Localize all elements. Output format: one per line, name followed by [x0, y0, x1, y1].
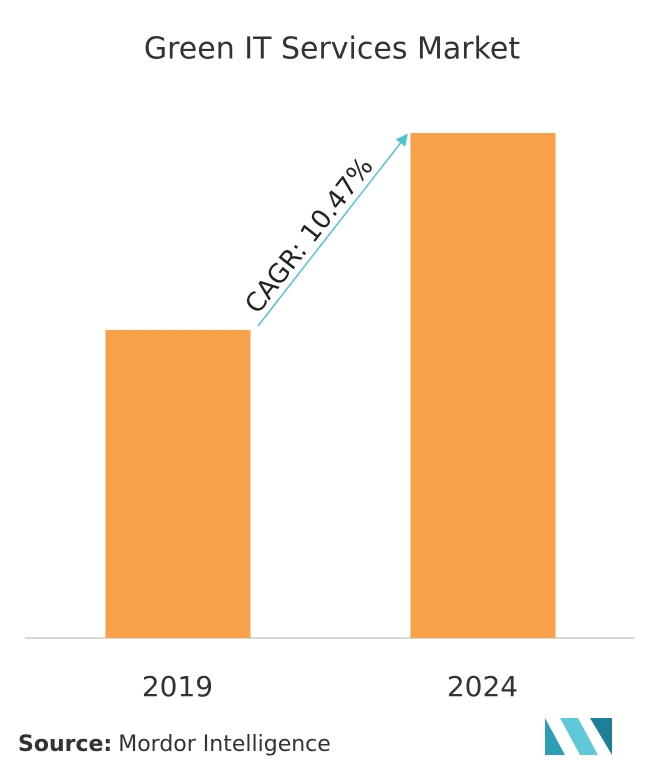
cagr-arrow — [257, 133, 408, 327]
bar — [410, 133, 556, 638]
chart-title: Green IT Services Market — [144, 32, 520, 67]
logo — [545, 718, 612, 755]
source-label: Source: Mordor Intelligence — [18, 732, 331, 757]
source-label-bold: Source: — [18, 732, 112, 757]
bar — [105, 329, 251, 638]
source-name: Mordor Intelligence — [118, 732, 331, 757]
cagr-label: CAGR: 10.47% — [240, 152, 380, 319]
x-tick-label: 2024 — [447, 670, 518, 703]
x-tick-label: 2019 — [142, 670, 213, 703]
